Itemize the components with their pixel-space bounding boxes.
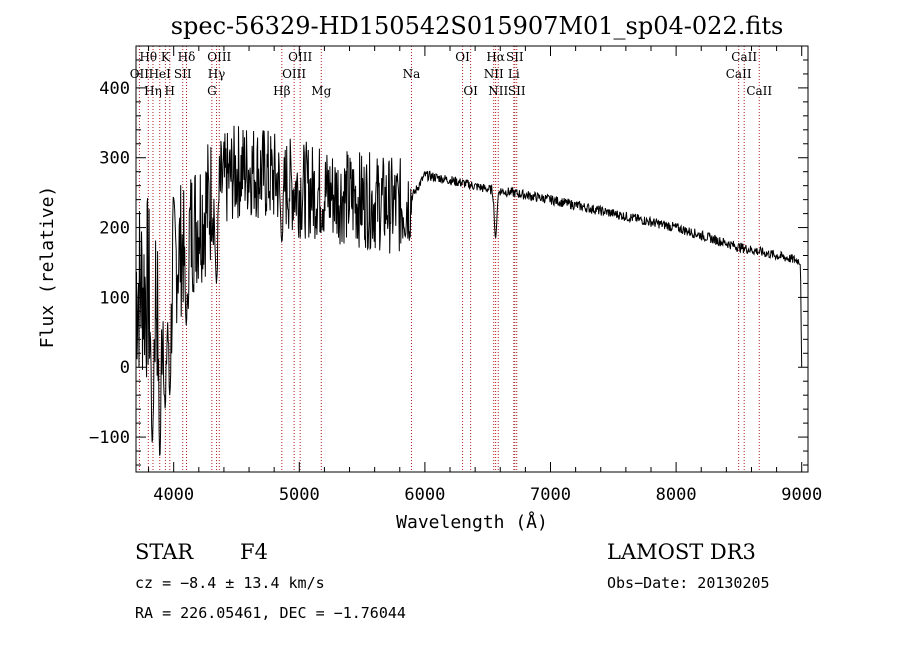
line-label: OIII <box>288 50 312 64</box>
x-tick-label: 4000 <box>153 485 194 505</box>
line-label: OIII <box>207 50 231 64</box>
coordinates-label: RA = 226.05461, DEC = −1.76044 <box>135 604 406 622</box>
line-label: Hβ <box>273 84 290 98</box>
y-tick-label: 0 <box>120 358 130 378</box>
redshift-label: cz = −8.4 ± 13.4 km/s <box>135 574 325 592</box>
y-tick-label: 400 <box>99 79 130 99</box>
line-label: OI <box>455 50 470 64</box>
line-label: Hγ <box>208 67 226 81</box>
x-tick-label: 9000 <box>781 485 822 505</box>
line-label: SII <box>174 67 192 81</box>
line-label: OIII <box>282 67 306 81</box>
line-label: Hδ <box>178 50 196 64</box>
y-tick-label: 300 <box>99 149 130 169</box>
line-label: Hη <box>144 84 162 98</box>
line-label: CaII <box>726 67 752 81</box>
spectrum-line <box>135 125 803 456</box>
line-label: Mg <box>311 84 331 98</box>
line-label: G <box>207 84 217 98</box>
y-tick-label: 200 <box>99 219 130 239</box>
y-tick-label: −100 <box>89 428 130 448</box>
plot-frame <box>135 45 809 473</box>
x-tick-label: 6000 <box>404 485 445 505</box>
line-label: CaII <box>746 84 772 98</box>
x-tick-label: 8000 <box>656 485 697 505</box>
obs-date-label: Obs−Date: 20130205 <box>607 574 770 592</box>
line-label: OII <box>130 67 150 81</box>
line-label: CaII <box>731 50 757 64</box>
line-label: Hθ <box>139 50 157 64</box>
line-label: SII <box>508 84 526 98</box>
line-label: NII <box>484 67 504 81</box>
y-axis-title: Flux (relative) <box>37 186 58 349</box>
line-label: Li <box>508 67 520 81</box>
subclass-label: F4 <box>240 540 268 564</box>
line-label: HeI <box>149 67 172 81</box>
line-label: H <box>165 84 175 98</box>
y-tick-label: 100 <box>99 288 130 308</box>
x-axis-title: Wavelength (Å) <box>396 511 548 533</box>
x-tick-label: 7000 <box>530 485 571 505</box>
line-label: Hα <box>486 50 505 64</box>
line-label: SII <box>506 50 524 64</box>
chart-title: spec-56329-HD150542S015907M01_sp04-022.f… <box>171 12 784 40</box>
x-tick-label: 5000 <box>279 485 320 505</box>
survey-label: LAMOST DR3 <box>607 540 756 564</box>
line-label: NII <box>488 84 508 98</box>
object-type-label: STAR <box>135 540 194 564</box>
line-label: OI <box>463 84 478 98</box>
line-label: K <box>161 50 171 64</box>
line-label: Na <box>403 67 421 81</box>
